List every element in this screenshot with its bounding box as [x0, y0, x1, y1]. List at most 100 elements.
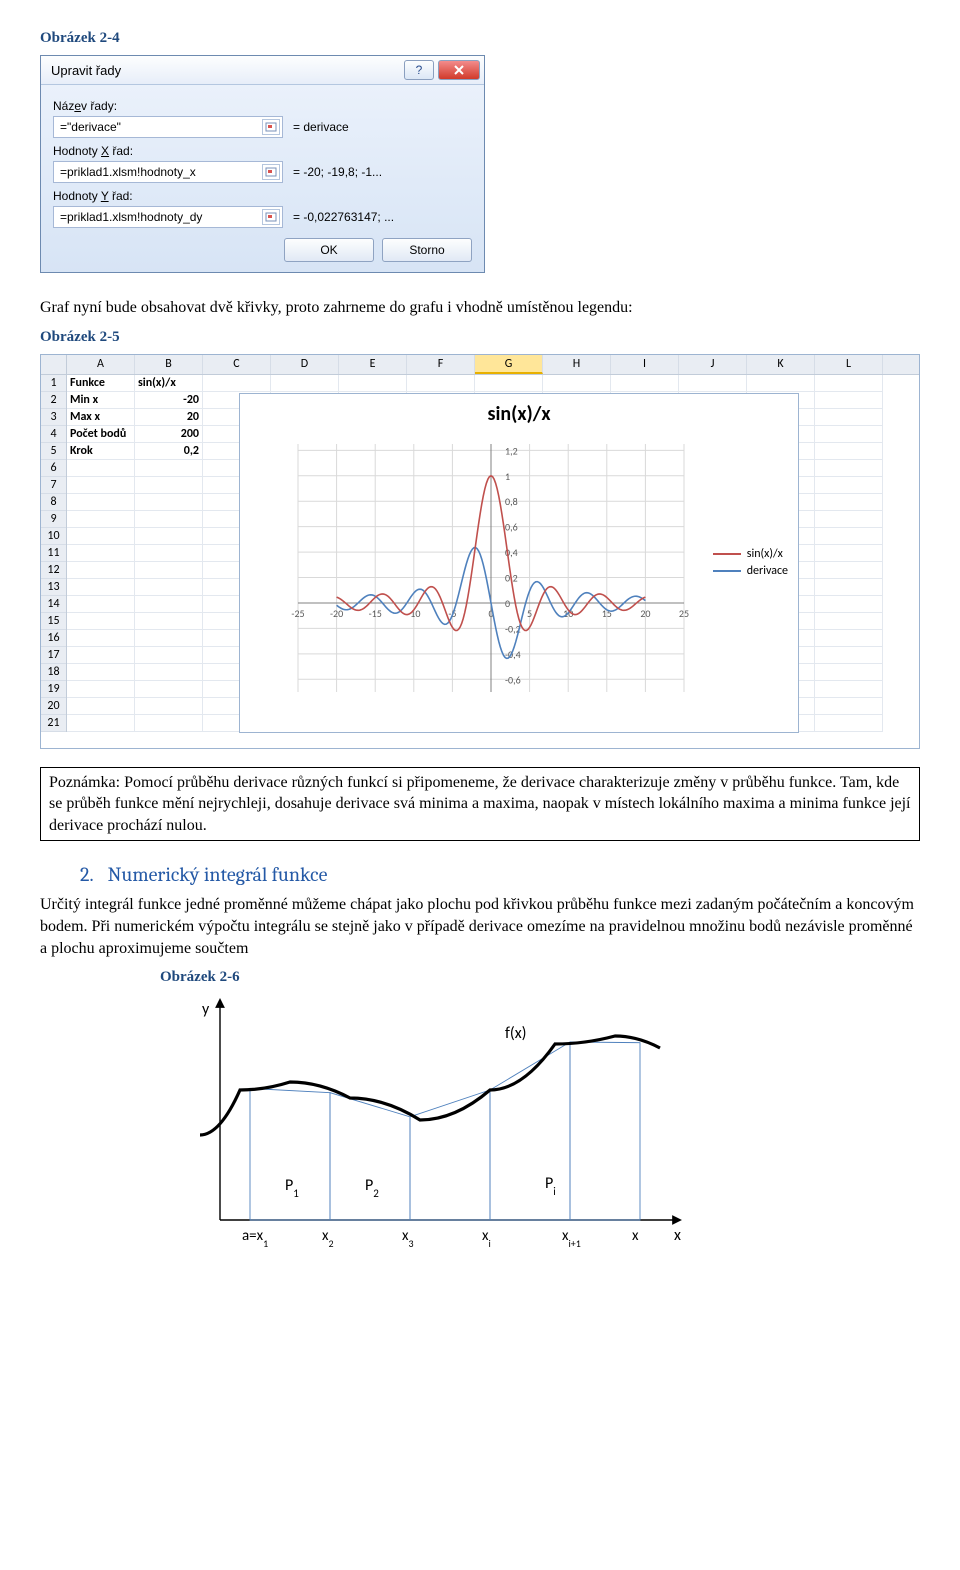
cell[interactable] [135, 545, 203, 562]
cell[interactable] [747, 375, 815, 392]
cell[interactable] [475, 375, 543, 392]
y-values-input[interactable]: =priklad1.xlsm!hodnoty_dy [53, 206, 283, 228]
cell[interactable]: Krok [67, 443, 135, 460]
cell[interactable] [135, 494, 203, 511]
row-header[interactable]: 21 [41, 715, 66, 732]
cell[interactable] [815, 562, 883, 579]
cell[interactable] [67, 511, 135, 528]
column-header[interactable]: I [611, 355, 679, 374]
cell[interactable] [135, 579, 203, 596]
cell[interactable] [67, 664, 135, 681]
row-header[interactable]: 17 [41, 647, 66, 664]
cell[interactable] [815, 426, 883, 443]
row-header[interactable]: 7 [41, 477, 66, 494]
column-header[interactable]: G [475, 355, 543, 374]
cell[interactable]: sin(x)/x [135, 375, 203, 392]
cell[interactable] [611, 375, 679, 392]
row-header[interactable]: 10 [41, 528, 66, 545]
cell[interactable] [815, 392, 883, 409]
cancel-button[interactable]: Storno [382, 238, 472, 262]
series-name-input[interactable]: ="derivace" [53, 116, 283, 138]
cell[interactable] [815, 647, 883, 664]
x-values-input[interactable]: =priklad1.xlsm!hodnoty_x [53, 161, 283, 183]
row-header[interactable]: 8 [41, 494, 66, 511]
cell[interactable] [67, 698, 135, 715]
cell[interactable] [67, 579, 135, 596]
column-header[interactable]: D [271, 355, 339, 374]
row-header[interactable]: 14 [41, 596, 66, 613]
range-picker-icon[interactable] [262, 209, 280, 225]
cell[interactable] [67, 647, 135, 664]
cell[interactable] [815, 528, 883, 545]
row-header[interactable]: 9 [41, 511, 66, 528]
cell[interactable] [135, 511, 203, 528]
range-picker-icon[interactable] [262, 164, 280, 180]
cell[interactable] [135, 528, 203, 545]
cell[interactable]: Počet bodů [67, 426, 135, 443]
cell[interactable] [135, 681, 203, 698]
cell[interactable] [135, 647, 203, 664]
cell[interactable]: Min x [67, 392, 135, 409]
cell[interactable] [67, 630, 135, 647]
cell[interactable] [67, 477, 135, 494]
cell[interactable] [815, 715, 883, 732]
cell[interactable] [815, 494, 883, 511]
cell[interactable] [815, 443, 883, 460]
row-header[interactable]: 3 [41, 409, 66, 426]
cell[interactable]: 200 [135, 426, 203, 443]
column-header[interactable]: B [135, 355, 203, 374]
range-picker-icon[interactable] [262, 119, 280, 135]
cell[interactable] [815, 460, 883, 477]
cell[interactable] [407, 375, 475, 392]
cell[interactable] [135, 596, 203, 613]
row-header[interactable]: 12 [41, 562, 66, 579]
close-button[interactable] [438, 60, 480, 80]
row-header[interactable]: 13 [41, 579, 66, 596]
cell[interactable] [67, 613, 135, 630]
cell[interactable] [67, 494, 135, 511]
cell[interactable] [815, 409, 883, 426]
column-header[interactable]: C [203, 355, 271, 374]
cell[interactable] [67, 596, 135, 613]
column-header[interactable]: L [815, 355, 883, 374]
row-header[interactable]: 6 [41, 460, 66, 477]
row-header[interactable]: 2 [41, 392, 66, 409]
select-all-corner[interactable] [41, 355, 67, 375]
help-button[interactable]: ? [404, 60, 434, 80]
cell[interactable] [815, 511, 883, 528]
row-header[interactable]: 19 [41, 681, 66, 698]
cell[interactable] [67, 681, 135, 698]
cell[interactable] [679, 375, 747, 392]
cell[interactable] [815, 630, 883, 647]
cell[interactable] [271, 375, 339, 392]
cell[interactable] [203, 375, 271, 392]
cell[interactable] [135, 477, 203, 494]
column-header[interactable]: H [543, 355, 611, 374]
cell[interactable] [339, 375, 407, 392]
cell[interactable]: 20 [135, 409, 203, 426]
cell[interactable] [815, 477, 883, 494]
ok-button[interactable]: OK [284, 238, 374, 262]
cell[interactable] [135, 613, 203, 630]
cell[interactable] [815, 375, 883, 392]
cell[interactable] [135, 630, 203, 647]
cell[interactable]: Max x [67, 409, 135, 426]
row-header[interactable]: 20 [41, 698, 66, 715]
cell[interactable] [135, 698, 203, 715]
cell[interactable] [67, 545, 135, 562]
cell[interactable] [67, 528, 135, 545]
row-header[interactable]: 11 [41, 545, 66, 562]
cell[interactable] [815, 681, 883, 698]
row-header[interactable]: 18 [41, 664, 66, 681]
row-header[interactable]: 5 [41, 443, 66, 460]
cell[interactable] [815, 579, 883, 596]
column-header[interactable]: F [407, 355, 475, 374]
cell[interactable]: Funkce [67, 375, 135, 392]
column-header[interactable]: E [339, 355, 407, 374]
column-header[interactable]: A [67, 355, 135, 374]
row-header[interactable]: 16 [41, 630, 66, 647]
cell[interactable] [67, 562, 135, 579]
column-header[interactable]: K [747, 355, 815, 374]
cell[interactable] [135, 715, 203, 732]
cell[interactable] [67, 715, 135, 732]
